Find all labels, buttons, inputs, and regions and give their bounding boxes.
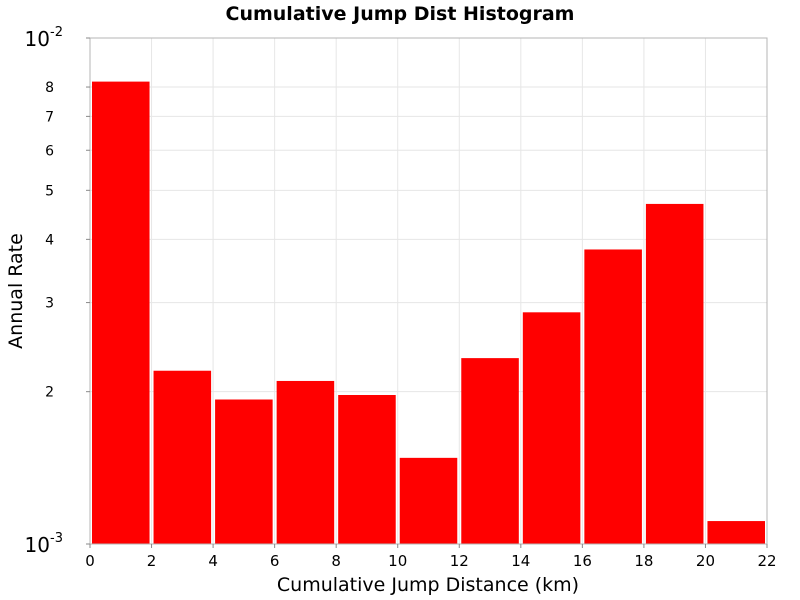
y-tick-exponent: -3 (50, 531, 63, 546)
histogram-bar (215, 399, 273, 544)
x-tick-label: 2 (147, 552, 157, 570)
histogram-bar (153, 370, 212, 544)
y-tick-label: 3 (45, 296, 54, 312)
x-axis: 0 2 4 6 8 10 12 14 16 18 20 22 (85, 544, 777, 570)
x-tick-label: 0 (85, 552, 95, 570)
x-axis-label: Cumulative Jump Distance (km) (277, 574, 579, 596)
y-tick-label: 7 (45, 109, 54, 125)
y-tick-label: 6 (45, 143, 54, 159)
plot-frame (89, 37, 768, 545)
histogram-bar (461, 358, 519, 544)
x-tick-label: 20 (696, 552, 715, 570)
histogram-bar (645, 203, 704, 544)
x-tick-label: 18 (634, 552, 653, 570)
x-tick-label: 14 (511, 552, 530, 570)
y-tick-label: 2 (45, 385, 54, 401)
y-tick-label: 5 (45, 183, 54, 199)
y-tick-label: 10 (25, 27, 50, 51)
histogram-bar (522, 312, 581, 544)
x-tick-label: 10 (388, 552, 407, 570)
x-tick-label: 16 (573, 552, 592, 570)
histogram-bar (707, 521, 765, 544)
bars-layer (92, 81, 765, 544)
y-tick-label: 10 (25, 533, 50, 557)
histogram-bar (276, 380, 335, 544)
x-tick-label: 8 (331, 552, 341, 570)
histogram-bar (338, 395, 396, 544)
chart-title: Cumulative Jump Dist Histogram (226, 3, 575, 25)
y-tick-exponent: -2 (50, 25, 63, 40)
y-tick-label: 8 (45, 80, 54, 96)
x-tick-label: 4 (208, 552, 218, 570)
x-tick-label: 6 (270, 552, 280, 570)
x-tick-label: 22 (757, 552, 776, 570)
histogram-bar (92, 81, 150, 544)
x-tick-label: 12 (450, 552, 469, 570)
histogram-bar (584, 249, 642, 544)
y-axis-label: Annual Rate (5, 233, 27, 349)
histogram-bar (399, 457, 458, 544)
y-tick-label: 4 (45, 232, 54, 248)
